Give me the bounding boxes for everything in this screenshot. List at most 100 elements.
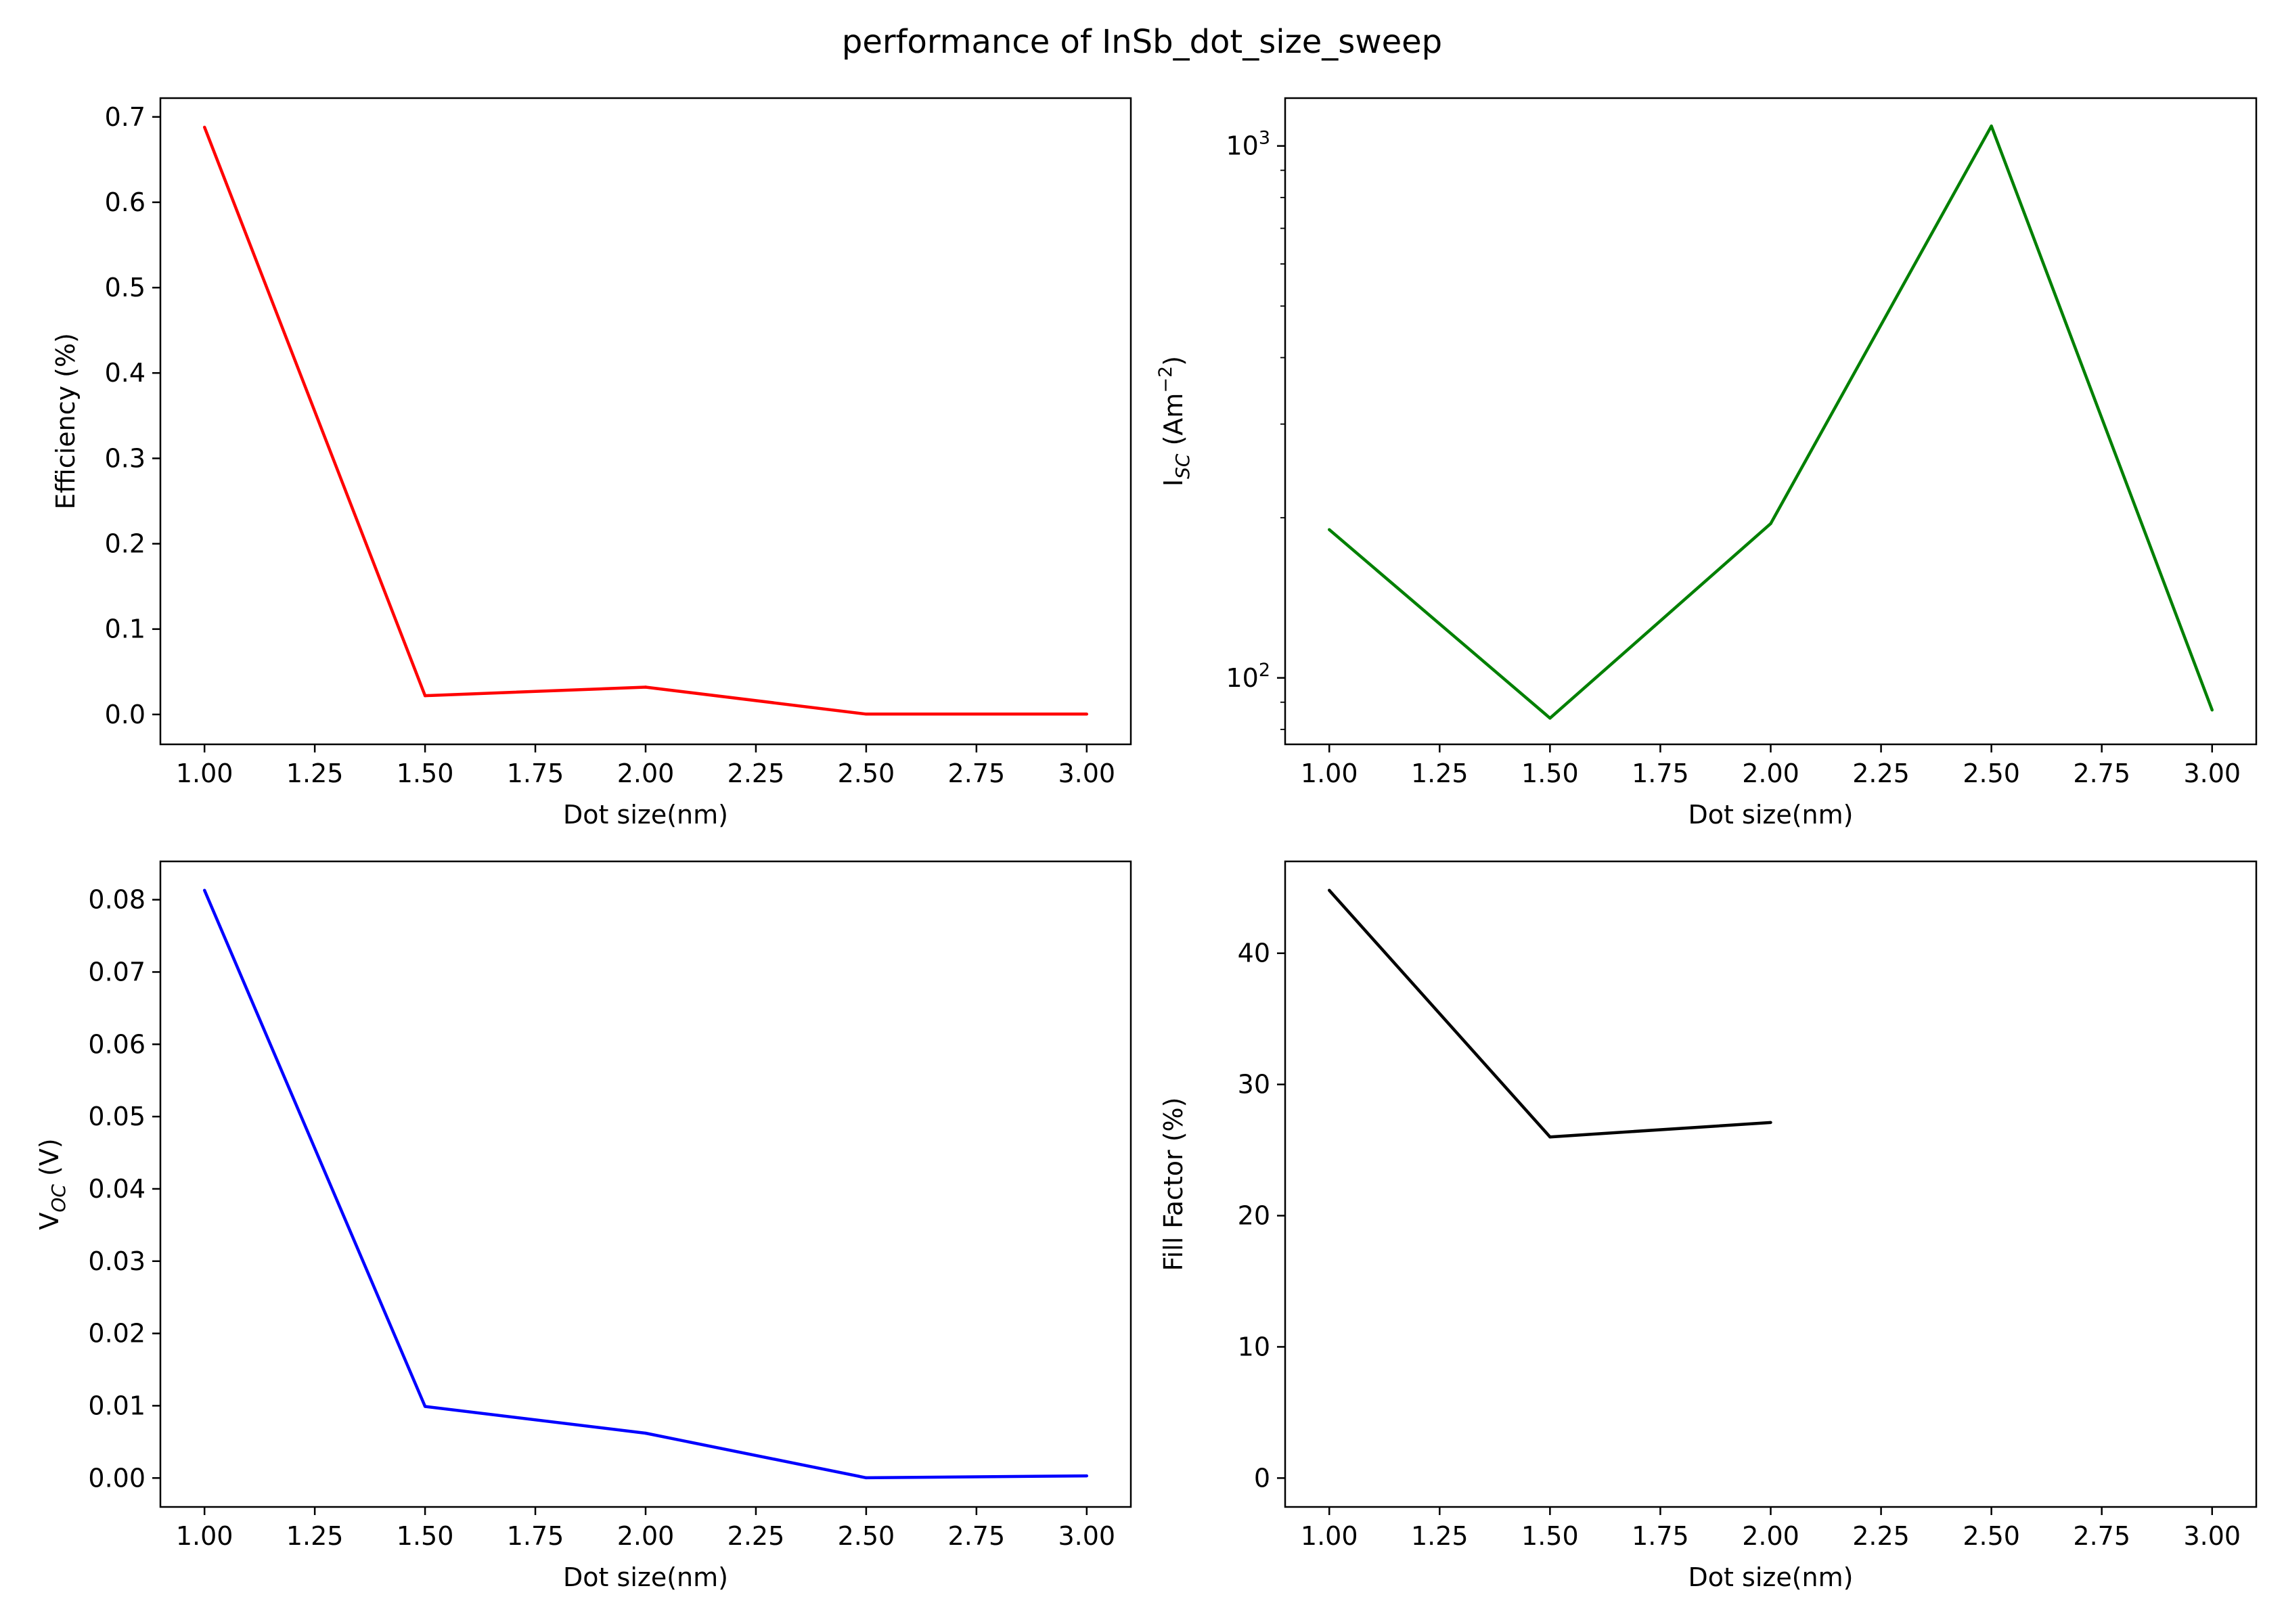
x-tick-label: 1.75 <box>1632 1521 1689 1551</box>
x-tick-label: 1.25 <box>1411 759 1469 788</box>
x-tick-label: 2.50 <box>1963 1521 2020 1551</box>
y-axis-label: Efficiency (%) <box>51 333 81 510</box>
figure-title: performance of InSb_dot_size_sweep <box>841 23 1443 61</box>
data-point <box>864 713 868 716</box>
data-point <box>423 694 427 698</box>
x-tick-label: 2.75 <box>948 759 1006 788</box>
data-point <box>1548 1135 1552 1139</box>
y-tick-label: 0.4 <box>105 358 145 388</box>
y-tick-label: 0.6 <box>105 187 145 217</box>
x-tick-label: 2.75 <box>2073 1521 2130 1551</box>
y-axis-label: ISC (Am−2) <box>1155 356 1194 487</box>
y-tick-label: 0.02 <box>88 1319 145 1349</box>
x-tick-label: 1.00 <box>1301 759 1358 788</box>
data-point <box>423 1405 427 1408</box>
x-tick-label: 1.00 <box>176 1521 233 1551</box>
data-point <box>202 888 206 892</box>
y-tick-label: 0.03 <box>88 1246 145 1276</box>
y-tick-label: 10 <box>1238 1332 1270 1361</box>
x-axis-label: Dot size(nm) <box>1688 1562 1854 1592</box>
subplot-3: 1.00 1.25 1.50 1.75 2.00 2.25 2.50 2.75 3.00 0.00… <box>35 860 1132 1592</box>
data-point <box>1769 1121 1772 1125</box>
x-tick-label: 1.50 <box>397 759 454 788</box>
x-tick-label: 2.00 <box>1742 1521 1799 1551</box>
series-line <box>1328 889 1771 1139</box>
subplot-2: 1.00 1.25 1.50 1.75 2.00 2.25 2.50 2.75 3.00 102 1… <box>1155 97 2258 830</box>
figure-title-wrap: performance of InSb_dot_size_sweep <box>0 23 2284 61</box>
subplot-1: 1.00 1.25 1.50 1.75 2.00 2.25 2.50 2.75 3.00 0.0 0… <box>51 97 1132 830</box>
axes-frame <box>159 860 1132 1508</box>
x-axis-label: Dot size(nm) <box>1688 800 1854 830</box>
x-axis-label: Dot size(nm) <box>563 800 728 830</box>
data-point <box>864 1476 868 1480</box>
x-tick-label: 3.00 <box>1058 759 1116 788</box>
x-tick-label: 2.25 <box>727 1521 785 1551</box>
x-tick-label: 2.00 <box>617 1521 675 1551</box>
series-line <box>203 127 1087 716</box>
data-point <box>1328 528 1331 531</box>
data-point <box>1085 1474 1089 1478</box>
x-tick-label: 2.50 <box>1963 759 2020 788</box>
data-point <box>1990 125 1993 128</box>
y-tick-label: 103 <box>1226 128 1270 161</box>
x-tick-label: 1.50 <box>397 1521 454 1551</box>
x-tick-label: 2.00 <box>617 759 675 788</box>
y-tick-label: 0.0 <box>105 700 145 729</box>
x-tick-label: 1.00 <box>176 759 233 788</box>
y-tick-label: 0.05 <box>88 1102 145 1131</box>
y-tick-label: 0.07 <box>88 957 145 987</box>
x-tick-label: 1.75 <box>507 759 564 788</box>
data-point <box>1769 522 1772 525</box>
x-tick-label: 1.75 <box>1632 759 1689 788</box>
y-tick-label: 0.7 <box>105 102 145 132</box>
x-tick-label: 3.00 <box>1058 1521 1116 1551</box>
x-tick-label: 2.25 <box>1852 1521 1910 1551</box>
y-axis-label: VOC (V) <box>35 1138 70 1230</box>
y-tick-label: 0.2 <box>105 529 145 559</box>
y-tick-label: 0.3 <box>105 443 145 473</box>
x-tick-label: 2.25 <box>727 759 785 788</box>
x-tick-label: 2.00 <box>1742 759 1799 788</box>
x-tick-label: 1.25 <box>1411 1521 1469 1551</box>
data-point <box>2210 708 2214 712</box>
y-tick-label: 0.04 <box>88 1174 145 1204</box>
data-point <box>1085 713 1089 716</box>
x-tick-label: 1.00 <box>1301 1521 1358 1551</box>
x-tick-label: 3.00 <box>2183 759 2241 788</box>
y-axis-label: Fill Factor (%) <box>1159 1097 1188 1271</box>
x-tick-label: 1.75 <box>507 1521 564 1551</box>
x-tick-label: 1.25 <box>286 1521 344 1551</box>
y-tick-label: 0.1 <box>105 614 145 644</box>
y-tick-label: 0 <box>1254 1463 1270 1493</box>
data-point <box>1548 717 1552 720</box>
axes-frame <box>1284 860 2258 1508</box>
y-tick-label: 0.00 <box>88 1463 145 1493</box>
series-line <box>203 889 1087 1480</box>
y-tick-label: 0.06 <box>88 1029 145 1059</box>
x-tick-label: 2.25 <box>1852 759 1910 788</box>
x-tick-label: 2.75 <box>2073 759 2130 788</box>
data-point <box>644 685 648 689</box>
y-tick-label: 102 <box>1226 660 1270 693</box>
x-tick-label: 2.50 <box>838 759 895 788</box>
data-point <box>1328 888 1331 892</box>
y-tick-label: 0.08 <box>88 885 145 915</box>
y-tick-label: 0.5 <box>105 273 145 302</box>
x-tick-label: 3.00 <box>2183 1521 2241 1551</box>
axes-frame <box>159 97 1132 746</box>
y-tick-label: 40 <box>1238 939 1270 968</box>
y-tick-label: 30 <box>1238 1070 1270 1100</box>
x-tick-label: 2.75 <box>948 1521 1006 1551</box>
x-axis-label: Dot size(nm) <box>563 1562 728 1592</box>
axes-frame <box>1284 97 2258 746</box>
series-line <box>1328 125 2214 720</box>
x-tick-label: 1.50 <box>1521 759 1579 788</box>
x-tick-label: 1.50 <box>1521 1521 1579 1551</box>
y-tick-label: 20 <box>1238 1201 1270 1231</box>
y-tick-label: 0.01 <box>88 1391 145 1420</box>
data-point <box>202 125 206 129</box>
x-tick-label: 2.50 <box>838 1521 895 1551</box>
x-tick-label: 1.25 <box>286 759 344 788</box>
subplot-4: 1.00 1.25 1.50 1.75 2.00 2.25 2.50 2.75 3.00 0 10 2… <box>1159 860 2258 1592</box>
